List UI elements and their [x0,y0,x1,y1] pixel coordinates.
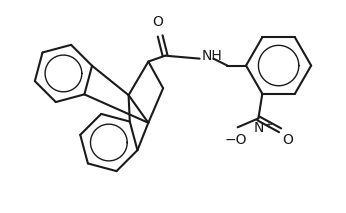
Text: +: + [264,120,272,130]
Text: N: N [253,121,264,135]
Text: −O: −O [225,133,247,147]
Text: O: O [152,15,163,29]
Text: O: O [282,133,293,147]
Text: NH: NH [202,49,222,63]
